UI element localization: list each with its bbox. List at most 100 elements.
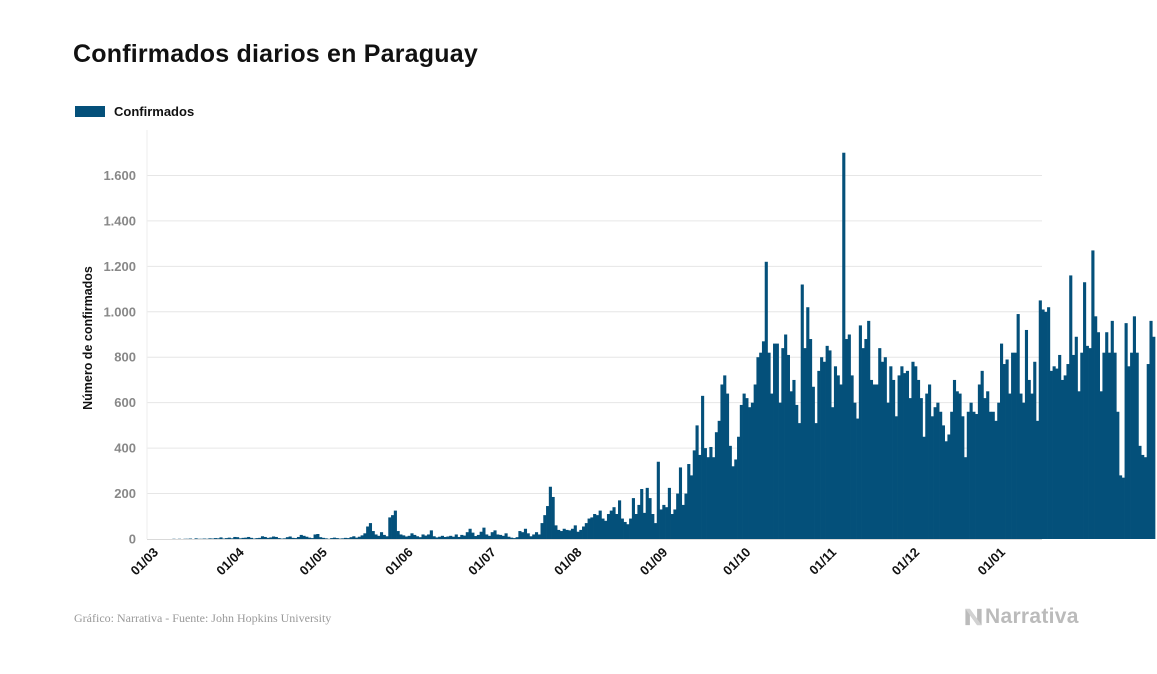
- bar: [1063, 375, 1067, 539]
- bar: [725, 393, 730, 539]
- bar: [922, 436, 926, 539]
- bar: [1088, 348, 1092, 539]
- bar: [382, 534, 386, 539]
- bar: [856, 418, 860, 539]
- bar: [582, 526, 586, 539]
- bar: [988, 411, 993, 539]
- bar: [1047, 307, 1051, 539]
- bar: [485, 534, 489, 539]
- bar: [1138, 445, 1142, 539]
- bar: [1099, 391, 1103, 539]
- bar: [941, 425, 945, 539]
- bar: [238, 538, 242, 539]
- x-tick-label: 01/10: [720, 545, 754, 579]
- bar: [900, 366, 904, 539]
- bar: [1096, 332, 1100, 539]
- bar: [894, 416, 898, 539]
- bar: [972, 411, 976, 539]
- bar: [499, 534, 503, 539]
- bar: [518, 531, 522, 539]
- bar: [792, 379, 796, 539]
- bar: [421, 534, 425, 539]
- bar: [415, 536, 420, 539]
- bar: [501, 535, 505, 539]
- y-tick-label: 200: [114, 486, 136, 501]
- bar: [770, 393, 774, 539]
- bar: [745, 398, 749, 539]
- bar: [822, 361, 826, 539]
- bar: [734, 459, 738, 539]
- bar: [634, 514, 638, 539]
- bar: [756, 357, 760, 539]
- bar: [310, 538, 314, 539]
- bar: [305, 536, 309, 539]
- bar: [728, 445, 732, 539]
- bar: [737, 436, 741, 539]
- bar: [886, 402, 890, 539]
- bar: [208, 538, 212, 539]
- bar: [706, 457, 710, 539]
- bar: [928, 384, 932, 539]
- bar: [521, 532, 525, 539]
- bar: [576, 531, 580, 539]
- x-tick-label: 01/11: [806, 545, 839, 578]
- bar: [731, 466, 735, 539]
- bar: [1008, 393, 1012, 539]
- bar: [670, 514, 674, 539]
- bar: [507, 536, 511, 539]
- bar: [773, 343, 777, 539]
- bar: [1035, 420, 1040, 539]
- bar: [908, 398, 912, 539]
- bar: [471, 532, 475, 539]
- bar: [1074, 336, 1078, 539]
- bar: [958, 393, 962, 539]
- bar: [194, 538, 198, 539]
- bar: [961, 416, 965, 539]
- bar: [227, 537, 231, 539]
- bar: [319, 537, 323, 539]
- bar: [717, 420, 721, 539]
- bar: [546, 506, 550, 539]
- bar: [618, 500, 622, 539]
- bar: [1024, 329, 1029, 539]
- bar: [451, 536, 456, 539]
- bar: [496, 534, 500, 539]
- bar: [313, 534, 317, 539]
- bar: [432, 536, 436, 539]
- bar: [540, 523, 544, 539]
- bar: [764, 261, 768, 539]
- bar: [678, 467, 683, 540]
- bar: [468, 528, 472, 539]
- bar: [213, 538, 218, 539]
- bar: [277, 538, 281, 539]
- bar: [418, 537, 422, 539]
- bar: [811, 386, 815, 539]
- y-tick-label: 1.400: [103, 213, 136, 228]
- bar: [374, 534, 378, 539]
- bar: [449, 535, 453, 539]
- x-tick-label: 01/04: [213, 544, 247, 578]
- bar: [343, 537, 348, 539]
- bar: [850, 375, 854, 539]
- bar: [399, 534, 403, 539]
- bar: [551, 496, 555, 539]
- bar: [355, 537, 359, 539]
- bar: [1038, 300, 1042, 539]
- bar: [698, 454, 702, 539]
- bar: [629, 518, 633, 539]
- narrativa-logo-icon: [965, 608, 982, 626]
- bar: [404, 536, 409, 539]
- bar: [601, 518, 605, 539]
- bar: [493, 530, 497, 539]
- bar: [285, 537, 289, 539]
- bar: [1030, 393, 1034, 539]
- bar: [667, 487, 671, 540]
- bar: [1130, 352, 1134, 539]
- bar: [476, 534, 480, 539]
- bar: [255, 538, 259, 539]
- bar: [532, 534, 536, 539]
- bar: [767, 352, 771, 539]
- y-tick-label: 1.600: [103, 168, 136, 183]
- bar: [1058, 354, 1062, 539]
- bar: [487, 535, 492, 539]
